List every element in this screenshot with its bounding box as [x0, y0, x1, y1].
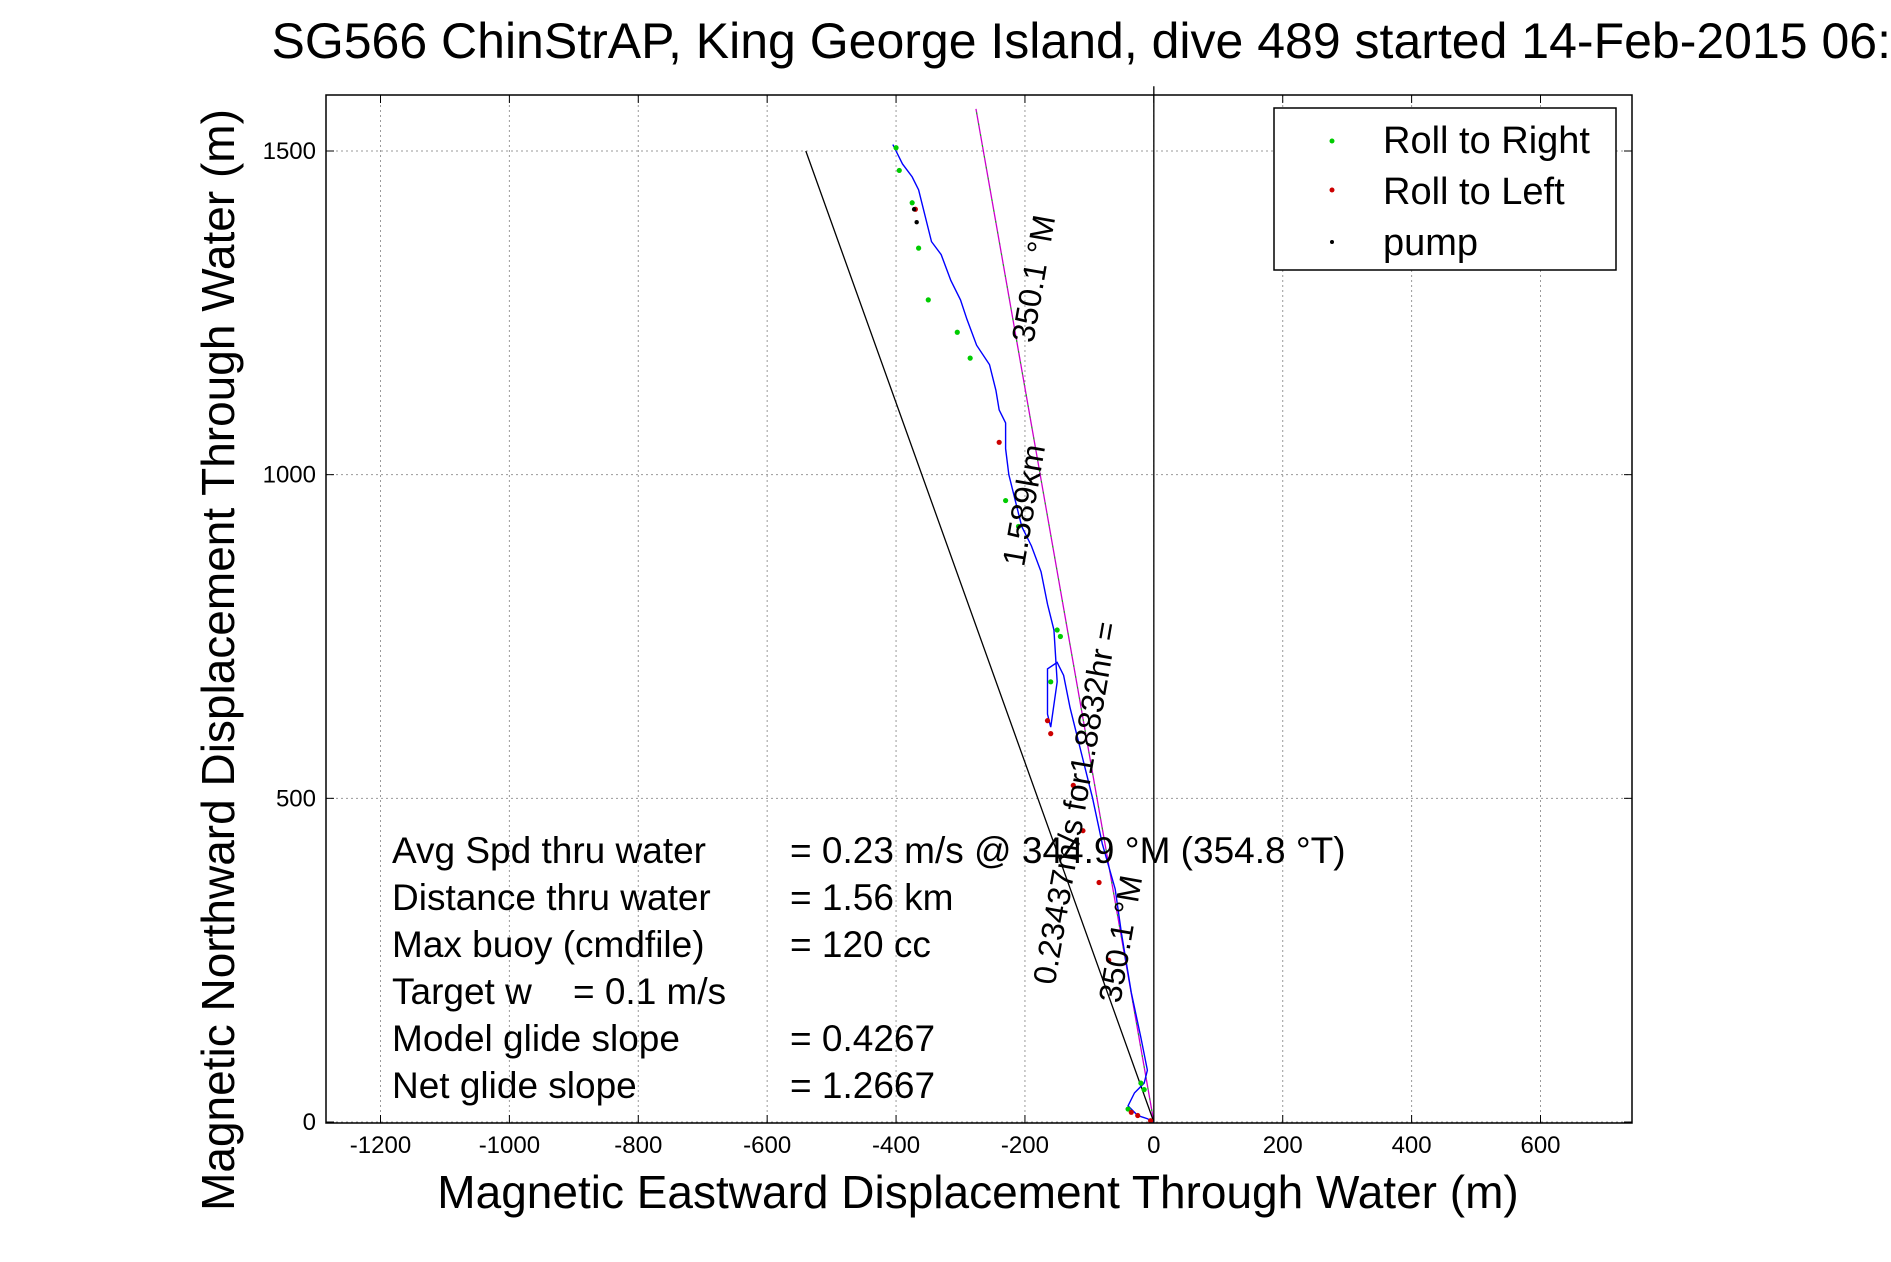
- y-tick-label: 1500: [263, 138, 316, 165]
- x-tick-label: -800: [614, 1132, 662, 1159]
- x-axis-label: Magnetic Eastward Displacement Through W…: [437, 1166, 1518, 1218]
- roll-and-pump-markers: [893, 145, 1154, 1124]
- plot-frame: [325, 94, 1633, 1124]
- y-axis-ticks: 0 500 1000 1500: [263, 138, 1632, 1136]
- roll-left-point: [1106, 957, 1112, 963]
- x-tick-label: 400: [1392, 1132, 1432, 1159]
- stat-value: = 0.23 m/s @ 344.9 °M (354.8 °T): [790, 830, 1346, 871]
- legend-label-pump: pump: [1383, 222, 1478, 264]
- roll-right-point: [967, 355, 973, 361]
- stat-label: Avg Spd thru water: [392, 830, 706, 871]
- x-tick-label: -400: [872, 1132, 920, 1159]
- roll-right-point: [896, 167, 902, 174]
- x-tick-label: 200: [1263, 1132, 1303, 1159]
- stat-label: Model glide slope: [392, 1018, 680, 1059]
- roll-right-point: [1048, 679, 1054, 685]
- stat-label: Max buoy (cmdfile): [392, 924, 705, 965]
- roll-right-point: [1057, 633, 1063, 640]
- roll-left-point: [1080, 828, 1086, 834]
- roll-left-point: [1128, 1109, 1134, 1115]
- x-tick-label: -200: [1001, 1132, 1049, 1159]
- legend-marker-roll-right: [1329, 138, 1335, 144]
- chart-title: SG566 ChinStrAP, King George Island, div…: [271, 13, 1891, 69]
- reference-line: [805, 150, 1155, 1123]
- roll-left-point: [1148, 1118, 1154, 1124]
- roll-right-point: [1054, 627, 1060, 633]
- stats-block: Avg Spd thru water = 0.23 m/s @ 344.9 °M…: [392, 830, 1346, 1106]
- stat-value: = 0.4267: [790, 1018, 935, 1059]
- roll-right-point: [925, 297, 931, 303]
- track-line: [892, 144, 1155, 1123]
- stat-value: = 120 cc: [790, 924, 931, 965]
- roll-right-point: [916, 245, 922, 251]
- legend-label-roll-left: Roll to Left: [1383, 171, 1565, 213]
- roll-left-point: [1096, 879, 1102, 886]
- roll-left-point: [1070, 782, 1076, 788]
- pump-point: [911, 207, 917, 212]
- x-tick-label: 600: [1520, 1132, 1560, 1159]
- roll-left-point: [1044, 718, 1051, 724]
- x-tick-label: -1200: [350, 1132, 411, 1159]
- legend-marker-pump: [1330, 240, 1334, 244]
- stat-value: = 1.2667: [790, 1065, 935, 1106]
- roll-right-point: [1003, 497, 1009, 504]
- y-axis-label: Magnetic Northward Displacement Through …: [192, 109, 244, 1211]
- legend: Roll to Right Roll to Left pump: [1273, 107, 1617, 271]
- x-tick-label: 0: [1147, 1132, 1160, 1159]
- y-tick-label: 1000: [263, 462, 316, 489]
- legend-label-roll-right: Roll to Right: [1383, 120, 1590, 162]
- y-tick-label: 0: [303, 1109, 316, 1136]
- x-tick-label: -1000: [479, 1132, 540, 1159]
- roll-left-point: [996, 439, 1002, 445]
- roll-right-point: [1015, 523, 1022, 530]
- stat-label: Target w = 0.1 m/s: [392, 971, 726, 1012]
- roll-right-point: [893, 145, 899, 151]
- stat-value: = 1.56 km: [790, 877, 954, 918]
- y-tick-label: 500: [276, 785, 316, 812]
- roll-right-point: [1138, 1080, 1144, 1086]
- pump-point: [914, 220, 919, 225]
- roll-right-point: [1141, 1087, 1147, 1093]
- stat-label: Net glide slope: [392, 1065, 637, 1106]
- legend-marker-roll-left: [1329, 187, 1335, 193]
- x-tick-label: -600: [743, 1132, 791, 1159]
- roll-right-point: [954, 329, 960, 335]
- roll-left-point: [1048, 731, 1054, 737]
- dive-track: [892, 144, 1155, 1123]
- x-axis-ticks: -1200 -1000 -800 -600 -400 -200 0 200 400 600: [350, 95, 1561, 1159]
- roll-left-point: [1135, 1112, 1141, 1119]
- roll-right-point: [909, 200, 915, 206]
- roll-right-point: [1125, 1106, 1131, 1112]
- stat-label: Distance thru water: [392, 877, 711, 918]
